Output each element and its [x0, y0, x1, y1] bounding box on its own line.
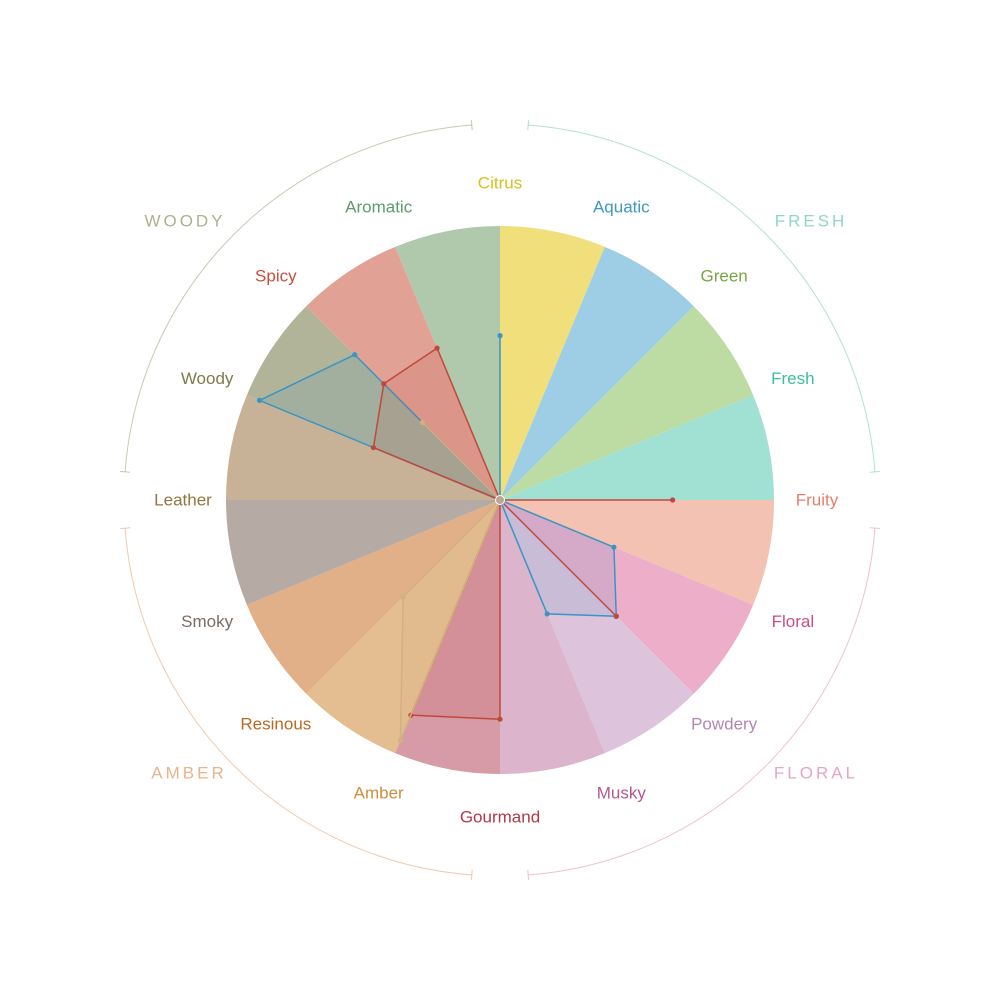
family-arc-tick-floral-1 [527, 869, 530, 880]
family-arc-fresh [528, 124, 876, 472]
family-arc-tick-fresh-0 [527, 120, 530, 131]
series-2-point-aromatic [434, 345, 440, 351]
series-2-point-gourmand [497, 716, 503, 722]
category-label-citrus: Citrus [478, 174, 522, 193]
wedge-citrus [500, 226, 605, 500]
wedge-gourmand [395, 500, 500, 774]
category-label-fruity: Fruity [796, 491, 839, 510]
family-label-woody: WOODY [144, 212, 225, 231]
family-arc-tick-floral-0 [869, 527, 880, 530]
series-1-point-woody [256, 397, 263, 403]
series-1-point-floral [611, 544, 617, 550]
category-label-green: Green [701, 266, 748, 285]
family-arc-tick-amber-0 [470, 869, 473, 880]
wedge-powdery [500, 500, 694, 754]
series-layer [256, 333, 676, 744]
family-label-floral: FLORAL [774, 764, 858, 783]
family-arc-tick-fresh-1 [869, 470, 880, 473]
category-wedges [226, 226, 774, 774]
wedge-smoky [226, 500, 500, 605]
wedge-resinous [246, 500, 500, 694]
category-label-spicy: Spicy [255, 266, 297, 285]
series-1-point-musky [544, 611, 550, 617]
family-arc-floral [528, 528, 876, 876]
family-arc-tick-woody-0 [120, 470, 131, 473]
wedge-fruity [500, 500, 774, 605]
center-hub [495, 495, 505, 505]
category-label-gourmand: Gourmand [460, 808, 540, 827]
category-label-powdery: Powdery [691, 715, 758, 734]
category-label-woody: Woody [181, 369, 234, 388]
family-arc-amber [124, 528, 472, 876]
category-label-floral: Floral [772, 612, 815, 631]
series-3-polygon [399, 421, 501, 742]
series-1-point-citrus [497, 333, 503, 339]
series-2-point-spicy [381, 381, 387, 387]
wedge-green [500, 306, 754, 500]
category-label-amber: Amber [354, 783, 404, 802]
series-3-point-amber [397, 737, 403, 744]
family-arc-tick-amber-1 [120, 527, 131, 530]
series-2-point-powdery [613, 613, 619, 619]
series-3-point-resinous [400, 594, 406, 600]
wedge-spicy [306, 246, 500, 500]
category-label-aquatic: Aquatic [593, 198, 650, 217]
wedge-woody [246, 306, 500, 500]
category-label-musky: Musky [597, 783, 647, 802]
wedge-aromatic [395, 226, 500, 500]
family-label-fresh: FRESH [775, 212, 848, 231]
wedge-musky [500, 500, 605, 774]
series-3-point-spicy [419, 419, 426, 426]
wedge-fresh [500, 395, 774, 500]
category-label-fresh: Fresh [771, 369, 814, 388]
category-label-leather: Leather [154, 491, 212, 510]
series-1-point-spicy [352, 352, 358, 358]
series-2-point-fruity [670, 497, 676, 503]
category-label-resinous: Resinous [240, 715, 311, 734]
category-label-aromatic: Aromatic [345, 198, 413, 217]
series-2-point-woody [370, 444, 377, 451]
category-label-smoky: Smoky [181, 612, 233, 631]
family-label-amber: AMBER [151, 764, 226, 783]
wedge-leather [226, 395, 500, 500]
family-arcs [120, 120, 880, 880]
labels-layer: Citrus Aquatic Green Fresh Fruity Floral Powde… [144, 174, 858, 827]
family-arc-tick-woody-1 [470, 120, 473, 131]
wedge-floral [500, 500, 754, 694]
family-arc-woody [124, 124, 472, 472]
wedge-aquatic [500, 246, 694, 500]
